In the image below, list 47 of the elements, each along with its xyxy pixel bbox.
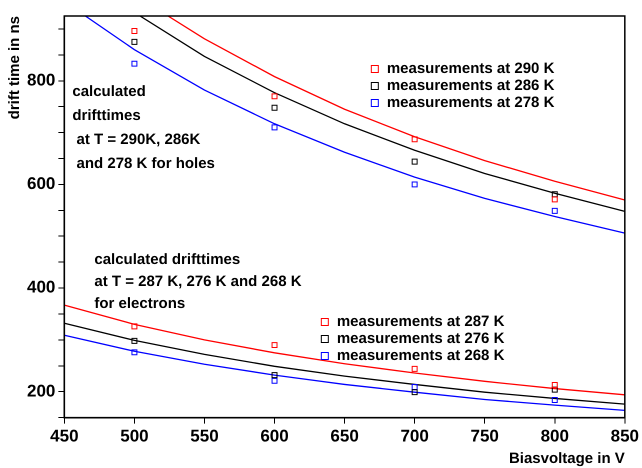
legend-label: measurements at 287 K [336,313,505,330]
point [272,124,278,130]
legend-label: measurements at 278 K [386,94,555,112]
x-tick-label: 450 [50,426,79,446]
legend-label: measurements at 268 K [336,347,505,364]
point [131,28,138,34]
annotation: calculated drifttimes at T = 287 K, 276 K and 268 K for electrons [94,251,302,312]
point [412,181,418,188]
point [412,384,418,390]
y-tick-label: 600 [26,174,56,194]
legend-label: measurements at 286 K [386,77,555,94]
x-tick-label: 850 [610,426,640,446]
y-axis-title: drift time in ns [6,16,24,120]
point [272,104,278,111]
point [552,397,558,403]
point [552,208,558,214]
y-tick-label: 400 [26,278,56,297]
legend-label: measurements at 276 K [336,330,505,348]
x-tick-label: 800 [540,426,569,446]
point [552,382,558,388]
point [131,38,138,45]
point [552,191,558,198]
point [131,323,138,330]
point [552,196,558,202]
point [272,342,278,348]
point [412,136,418,142]
x-tick-label: 650 [330,426,359,446]
legend-label: measurements at 290 K [386,60,555,78]
annotation: calculated drifttimes at T = 290K, 286K and 278 K for holes [72,83,215,172]
point [272,378,278,384]
x-tick-label: 700 [400,426,429,446]
x-tick-label: 600 [260,426,289,446]
point [131,60,138,67]
y-tick-label: 800 [26,70,56,90]
point [412,366,418,372]
x-tick-label: 550 [190,426,219,446]
point [412,389,418,396]
point [412,158,418,165]
point [131,349,138,356]
point [272,93,278,100]
point [131,338,138,344]
point [552,386,558,393]
point [272,372,278,378]
x-axis-title: Biasvoltage in V [508,450,625,468]
y-tick-label: 200 [26,381,56,400]
x-tick-label: 500 [120,426,149,446]
x-tick-label: 750 [470,426,499,446]
